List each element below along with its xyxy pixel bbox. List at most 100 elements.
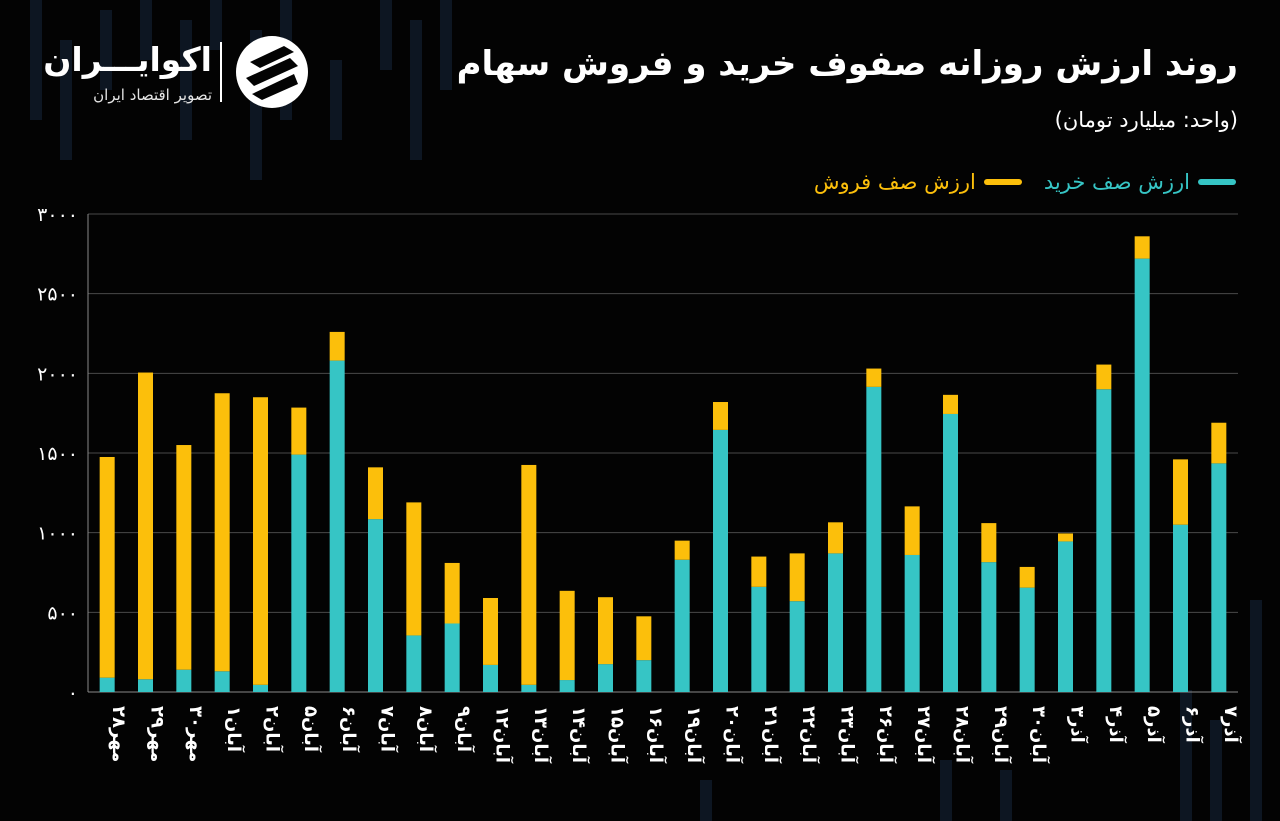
- x-tick-label: ۱۵آبان: [607, 706, 630, 764]
- bar-sell: [1211, 422, 1227, 464]
- background-candle: [440, 0, 452, 90]
- bar-buy: [368, 519, 383, 692]
- x-tick-label: ۷آبان: [377, 706, 400, 753]
- x-tick-label: ۱۳آبان: [530, 706, 553, 764]
- x-tick-label: ۹آبان: [453, 706, 476, 753]
- bar-sell: [1134, 236, 1150, 259]
- bar-buy: [483, 664, 498, 692]
- x-tick-label: ۷آذر: [1220, 706, 1243, 744]
- y-tick-label: ۲۰۰۰: [37, 363, 78, 385]
- background-candle: [700, 780, 712, 821]
- x-tick-label: ۵آبان: [300, 706, 323, 753]
- bar-sell: [1173, 459, 1188, 525]
- x-tick-label: ۲۲آبان: [798, 706, 821, 764]
- background-candle: [30, 0, 42, 120]
- background-candle: [940, 760, 952, 821]
- bar-buy: [1096, 389, 1112, 692]
- bar-sell: [214, 393, 230, 672]
- bar-sell: [1058, 533, 1073, 542]
- x-tick-label: ۳آذر: [1067, 706, 1090, 744]
- bar-buy: [598, 664, 613, 692]
- bar-sell: [636, 616, 652, 661]
- x-tick-label: ۸آبان: [415, 706, 438, 753]
- bar-sell: [828, 522, 843, 554]
- legend-label-buy: ارزش صف خرید: [1043, 170, 1190, 194]
- x-tick-label: ۲۶آبان: [875, 706, 898, 764]
- bar-buy: [981, 562, 997, 692]
- background-candle: [210, 0, 222, 50]
- bar-buy: [713, 429, 728, 692]
- bar-buy: [1058, 541, 1073, 692]
- bar-sell: [1019, 566, 1035, 588]
- bar-buy: [406, 635, 422, 692]
- bar-buy: [214, 671, 230, 692]
- bar-sell: [1096, 364, 1112, 390]
- bar-buy: [138, 679, 153, 692]
- x-tick-label: ۲۸مهر: [108, 706, 129, 762]
- bar-buy: [1211, 463, 1227, 692]
- bar-sell: [253, 397, 268, 685]
- x-tick-label: ۱۹آبان: [683, 706, 706, 764]
- brand-logo: اکوایـــران تصویر اقتصاد ایران: [43, 36, 312, 116]
- legend-swatch-buy: [1198, 179, 1236, 185]
- x-tick-label: ۱۴آبان: [568, 706, 591, 764]
- bar-sell: [444, 562, 460, 624]
- x-tick-label: ۲۳آبان: [837, 706, 860, 764]
- background-candle: [180, 20, 192, 140]
- x-tick-label: ۳۰مهر: [185, 706, 206, 762]
- bar-buy: [1173, 524, 1188, 692]
- bar-buy: [99, 677, 115, 692]
- bar-sell: [521, 464, 537, 685]
- bar-sell: [138, 372, 153, 680]
- y-tick-label: ۵۰۰: [47, 602, 78, 624]
- x-tick-label: ۲۱آبان: [760, 706, 783, 764]
- background-candle: [330, 60, 342, 140]
- logo-divider: [220, 42, 222, 102]
- bar-sell: [866, 368, 882, 387]
- bar-buy: [1134, 258, 1150, 692]
- bar-buy: [636, 660, 652, 692]
- brand-mark-icon: [236, 36, 308, 108]
- x-tick-label: ۶آبان: [338, 706, 361, 753]
- y-tick-label: ۰: [68, 682, 78, 704]
- bar-sell: [751, 556, 767, 587]
- x-tick-label: ۲۹آبان: [990, 706, 1013, 764]
- x-tick-label: ۱۶آبان: [645, 706, 668, 764]
- background-candle: [140, 0, 152, 60]
- bar-sell: [559, 590, 575, 681]
- bar-sell: [713, 402, 728, 430]
- bar-sell: [99, 456, 115, 678]
- x-tick-label: ۲۸آبان: [952, 706, 975, 764]
- legend-label-sell: ارزش صف فروش: [813, 170, 976, 194]
- bar-buy: [943, 413, 958, 692]
- bar-sell: [789, 553, 805, 602]
- x-tick-label: ۲آبان: [262, 706, 285, 753]
- bar-sell: [981, 523, 997, 563]
- bar-buy: [674, 559, 690, 692]
- background-candle: [1180, 690, 1192, 821]
- background-candle: [1000, 770, 1012, 821]
- bar-buy: [176, 669, 192, 692]
- bar-buy: [559, 680, 575, 692]
- brand-name: اکوایـــران: [43, 40, 212, 79]
- background-candle: [60, 40, 72, 160]
- bar-sell: [329, 331, 345, 361]
- bar-sell: [904, 506, 920, 555]
- bar-sell: [176, 445, 192, 670]
- background-candle: [1250, 600, 1262, 821]
- chart-subtitle: (واحد: میلیارد تومان): [1054, 108, 1238, 132]
- background-candle: [1210, 720, 1222, 821]
- x-tick-label: ۴آذر: [1105, 706, 1128, 744]
- chart-legend: ارزش صف خرید ارزش صف فروش: [792, 170, 1236, 194]
- x-tick-label: ۳۰آبان: [1028, 706, 1051, 764]
- chart-title: روند ارزش روزانه صفوف خرید و فروش سهام: [456, 44, 1238, 84]
- x-tick-label: ۵آذر: [1143, 706, 1166, 744]
- brand-tagline: تصویر اقتصاد ایران: [93, 86, 212, 104]
- background-candle: [410, 20, 422, 160]
- bar-buy: [866, 386, 882, 692]
- bar-buy: [521, 684, 537, 692]
- bar-buy: [329, 360, 345, 692]
- bar-buy: [904, 554, 920, 692]
- bar-sell: [483, 597, 498, 665]
